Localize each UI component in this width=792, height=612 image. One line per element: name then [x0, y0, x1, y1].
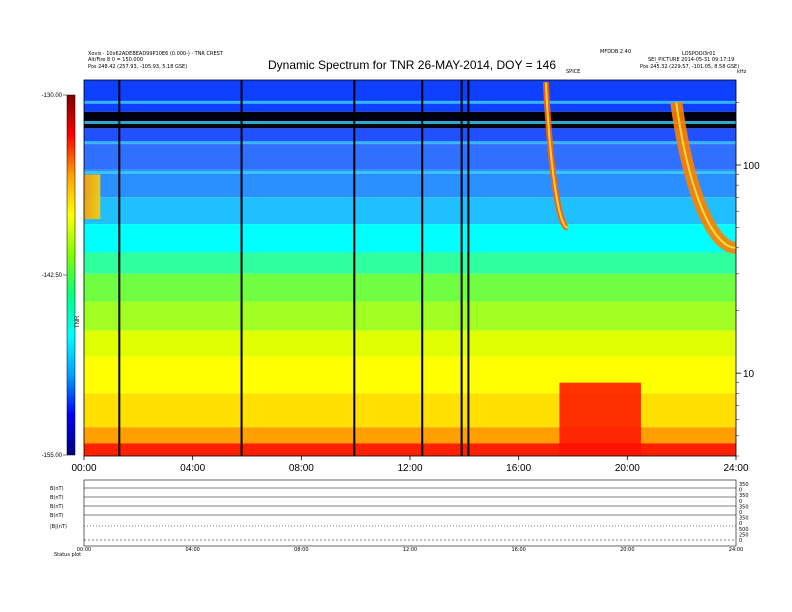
y-tick-label: 100: [743, 161, 760, 172]
spectral-band: [84, 169, 736, 198]
aux-x-tick-label: 04:00: [185, 547, 199, 553]
spectral-band: [84, 197, 736, 225]
aux-panel: B(nT)B(nT)B(nT)B(nT)|B|(nT) 350035003500…: [50, 479, 749, 558]
header-left-line3: Pos 248.42 (257.93, -105.93, 5.18 GSE): [88, 64, 187, 70]
spectral-band: [84, 273, 736, 302]
radio-burst-core: [544, 82, 568, 229]
data-gap-line: [467, 80, 470, 456]
spectrogram-plot: 100 10 00:00 04:00 08:00 12:00 16:00 20:00 24:0…: [71, 79, 760, 474]
radio-burst-core: [675, 102, 737, 249]
header-right-line1: LOSPOOl3r01: [682, 51, 716, 57]
spectral-band: [84, 80, 736, 112]
spectral-band: [84, 144, 736, 170]
spectral-band: [84, 111, 736, 129]
spectral-band: [84, 330, 736, 357]
aux-x-tick-label: 24:00: [729, 547, 743, 553]
spectral-band: [84, 252, 736, 274]
x-tick-label: 12:00: [397, 463, 422, 474]
aux-x-tick-label: 08:00: [294, 547, 308, 553]
spectral-band: [84, 224, 736, 253]
colorbar-tick-label: -142.50: [42, 273, 63, 279]
aux-right-label: 350: [739, 504, 749, 510]
colorbar-tick-label: -155.00: [42, 453, 63, 459]
early-emission-patch: [84, 174, 101, 220]
x-tick-label: 20:00: [615, 463, 640, 474]
aux-right-label: 0: [739, 538, 742, 544]
spectral-band: [84, 301, 736, 331]
interference-line: [84, 141, 736, 145]
aux-row-label: B(nT): [50, 504, 64, 510]
interference-line: [84, 120, 736, 124]
spectral-band: [84, 128, 736, 145]
colorbar-label: TNR: [75, 315, 81, 328]
aux-x-tick-label: 00:00: [77, 547, 91, 553]
aux-right-label: 350: [739, 493, 749, 499]
aux-right-label: 0: [739, 521, 742, 527]
interference-line: [84, 100, 736, 104]
x-tick-label: 24:00: [723, 463, 748, 474]
header-right-line3: Pos 245.32 (229.57, -101.05, 8.58 GSE): [640, 64, 739, 70]
header-center-small: MFDDB 2.40: [600, 49, 631, 55]
aux-row-label: B(nT): [50, 486, 64, 492]
aux-footer: Status plot: [54, 552, 81, 558]
aux-x-tick-label: 12:00: [403, 547, 417, 553]
aux-right-label: 500: [739, 527, 749, 533]
intense-emission-region: [559, 382, 641, 456]
chart-title: Dynamic Spectrum for TNR 26-MAY-2014, DO…: [268, 58, 556, 72]
data-gap-line: [240, 80, 243, 456]
data-gap-line: [353, 80, 356, 456]
x-tick-label: 16:00: [506, 463, 531, 474]
data-gap-line: [421, 80, 424, 456]
x-tick-label: 00:00: [71, 463, 96, 474]
aux-row-label: B(nT): [50, 495, 64, 501]
aux-right-label: 350: [739, 482, 749, 488]
aux-right-label: 0: [739, 488, 742, 494]
aux-frame: [83, 479, 737, 547]
aux-x-tick-label: 16:00: [511, 547, 525, 553]
y-tick-label: 10: [743, 369, 755, 380]
colorbar: [66, 94, 76, 456]
aux-right-label: 0: [739, 510, 742, 516]
colorbar-tick-label: -130.00: [42, 93, 63, 99]
aux-right-label: 0: [739, 499, 742, 505]
data-gap-line: [460, 80, 463, 456]
aux-x-tick-label: 20:00: [620, 547, 634, 553]
aux-row-label: B(nT): [50, 513, 64, 519]
interference-line: [84, 171, 736, 175]
x-tick-label: 08:00: [289, 463, 314, 474]
event-marker-label: SPICE: [566, 69, 580, 75]
header-left-line1: Xovis · 10x62ADEBEAD99P10E6 (0.000-) · T…: [88, 51, 224, 57]
data-gap-line: [118, 80, 121, 456]
header-right-unit: kHz: [737, 69, 747, 75]
aux-right-label: 350: [739, 516, 749, 522]
aux-right-label: 250: [739, 532, 749, 538]
x-tick-label: 04:00: [180, 463, 205, 474]
header-left-line2: Alt/Fire 8 0 = 150.000: [88, 57, 143, 63]
header-right-line2: SEI_PICTURE 2014-05-31 09:17:19: [648, 57, 734, 63]
aux-row-label: |B|(nT): [50, 524, 67, 530]
colorbar-ticks: -130.00 -142.50 -155.00: [42, 93, 67, 459]
